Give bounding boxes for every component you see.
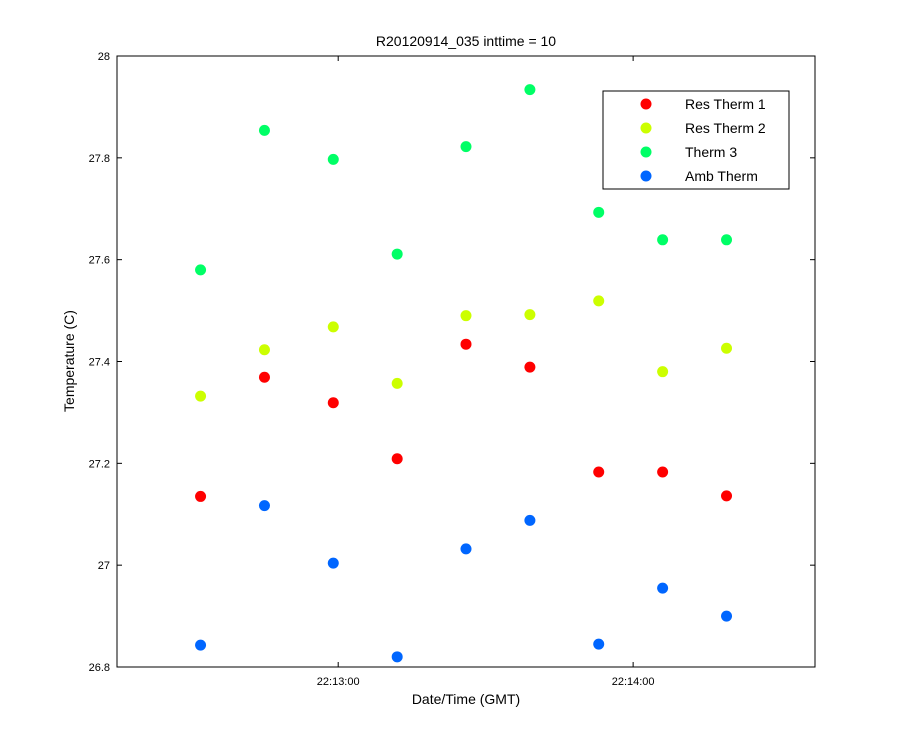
data-point [460, 310, 472, 322]
data-point [391, 377, 403, 389]
legend-marker [640, 170, 652, 182]
y-tick-label: 27.4 [89, 357, 110, 369]
y-tick-label: 27.8 [89, 153, 110, 165]
data-point [657, 466, 669, 478]
data-point [258, 344, 270, 356]
data-point [195, 490, 207, 502]
data-point [391, 651, 403, 663]
legend-label: Res Therm 1 [685, 96, 766, 112]
data-point [657, 582, 669, 594]
y-tick-label: 26.8 [89, 662, 110, 674]
y-axis: 26.8 27 27.2 27.4 27.6 27.8 28 [89, 51, 815, 674]
data-point [195, 390, 207, 402]
data-point [460, 141, 472, 153]
data-point [593, 295, 605, 307]
data-point [195, 264, 207, 276]
legend-marker [640, 98, 652, 110]
y-tick-label: 27 [98, 560, 110, 572]
x-tick-label: 22:13:00 [317, 676, 360, 688]
data-point [657, 366, 669, 378]
data-point [460, 338, 472, 350]
data-point [327, 153, 339, 165]
y-tick-label: 27.6 [89, 255, 110, 267]
data-point [327, 321, 339, 333]
legend-label: Amb Therm [685, 168, 758, 184]
data-point [327, 397, 339, 409]
data-point [593, 206, 605, 218]
data-point [524, 361, 536, 373]
legend-label: Therm 3 [685, 144, 737, 160]
legend-label: Res Therm 2 [685, 120, 766, 136]
data-point [258, 500, 270, 512]
data-point [593, 466, 605, 478]
data-point [657, 234, 669, 246]
data-point [524, 514, 536, 526]
chart-title: R20120914_035 inttime = 10 [376, 33, 556, 49]
legend-marker [640, 122, 652, 134]
data-point [391, 248, 403, 260]
data-point [460, 543, 472, 555]
data-point [258, 371, 270, 383]
data-point [327, 557, 339, 569]
x-axis: 22:13:00 22:14:00 [317, 56, 655, 688]
data-point [721, 610, 733, 622]
legend-box [602, 90, 790, 190]
data-point [258, 124, 270, 136]
y-tick-label: 27.2 [89, 458, 110, 470]
y-axis-title: Temperature (C) [61, 310, 77, 412]
data-points [195, 84, 733, 663]
data-point [721, 342, 733, 354]
data-point [524, 309, 536, 321]
data-point [391, 453, 403, 465]
data-point [593, 638, 605, 650]
x-axis-title: Date/Time (GMT) [412, 691, 520, 707]
data-point [524, 84, 536, 96]
data-point [721, 490, 733, 502]
data-point [195, 639, 207, 651]
legend-marker [640, 146, 652, 158]
x-tick-label: 22:14:00 [612, 676, 655, 688]
y-tick-label: 28 [98, 51, 110, 63]
data-point [721, 234, 733, 246]
legend: Res Therm 1 Res Therm 2 Therm 3 Amb Therm [602, 90, 790, 190]
